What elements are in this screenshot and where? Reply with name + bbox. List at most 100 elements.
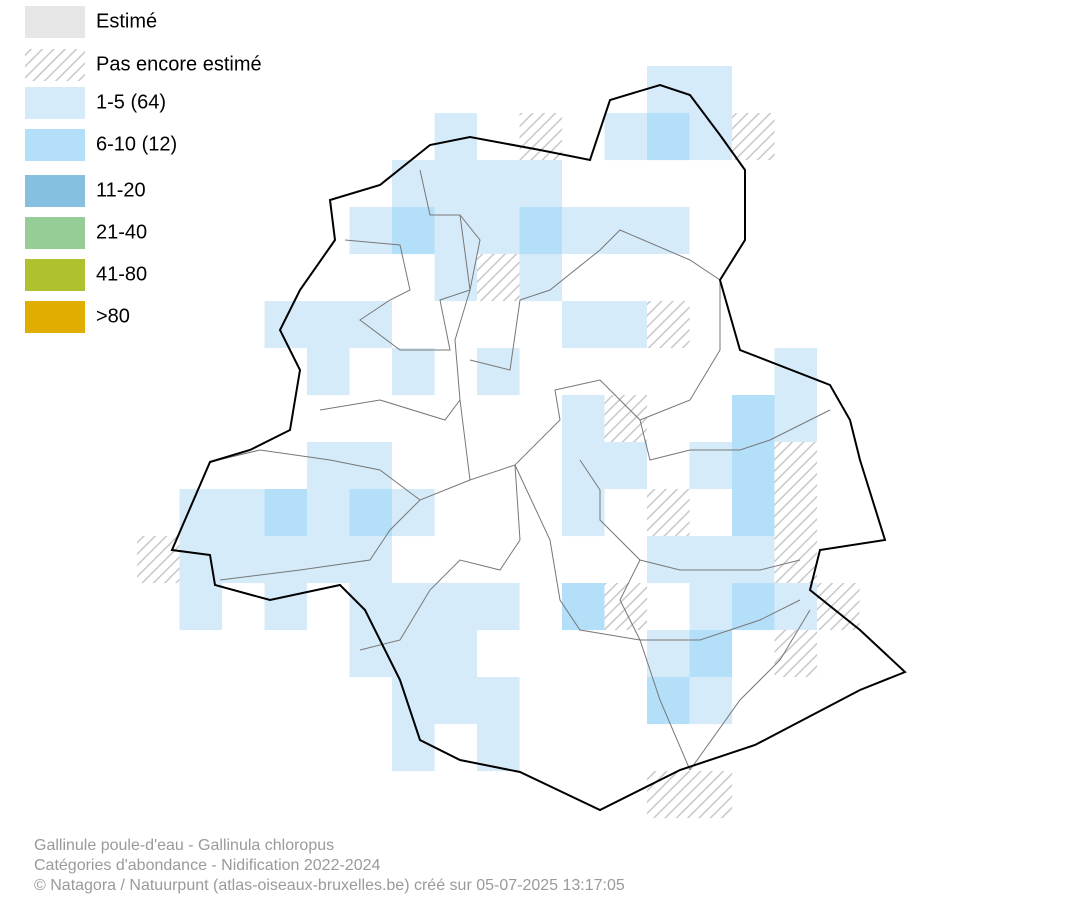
footer-line: © Natagora / Natuurpunt (atlas-oiseaux-b… xyxy=(34,877,625,894)
grid-cell xyxy=(689,771,733,819)
legend-label: 11-20 xyxy=(96,179,146,201)
grid-cell xyxy=(774,442,818,490)
grid-cell xyxy=(647,66,690,114)
region-border xyxy=(170,83,907,812)
grid-cell xyxy=(349,630,393,678)
grid-cell xyxy=(179,583,223,631)
grid-cell xyxy=(477,207,520,255)
grid-cell xyxy=(519,160,563,208)
grid-cell xyxy=(604,442,648,490)
legend-label: 1-5 (64) xyxy=(96,91,166,113)
grid-cell xyxy=(434,677,478,725)
grid-cell xyxy=(647,771,690,819)
grid-cell xyxy=(647,207,690,255)
grid-cell xyxy=(689,677,733,725)
grid-cell xyxy=(689,536,733,584)
grid-cell xyxy=(392,630,435,678)
grid-cell xyxy=(562,301,605,349)
legend-swatch xyxy=(25,87,85,119)
grid-cell xyxy=(392,583,435,631)
grid-cell xyxy=(434,583,478,631)
grid-cell xyxy=(264,489,308,537)
grid-cell xyxy=(647,677,690,725)
grid-cell xyxy=(222,536,265,584)
grid-cell xyxy=(604,113,648,161)
grid-cell xyxy=(392,489,435,537)
grid-cell xyxy=(307,442,350,490)
grid-cell xyxy=(562,489,605,537)
grid-cell xyxy=(307,301,350,349)
grid-cell xyxy=(604,301,648,349)
grid-cell xyxy=(477,254,520,302)
grid-cell xyxy=(179,536,223,584)
grid-cell xyxy=(817,583,860,631)
grid-cell xyxy=(689,583,733,631)
legend-swatch xyxy=(25,175,85,207)
grid-cell xyxy=(732,395,775,443)
grid-cell xyxy=(264,583,308,631)
grid-cell xyxy=(647,630,690,678)
grid-cell xyxy=(349,489,393,537)
grid-cell xyxy=(477,677,520,725)
footer-line: Gallinule poule-d'eau - Gallinula chloro… xyxy=(34,837,334,854)
grid-cell xyxy=(137,536,180,584)
grid-cell xyxy=(392,348,435,396)
grid-cell xyxy=(519,254,563,302)
grid-cell xyxy=(179,489,223,537)
grid-cell xyxy=(774,630,818,678)
legend-label: Pas encore estimé xyxy=(96,53,262,75)
grid-cell xyxy=(307,489,350,537)
grid-cell xyxy=(647,301,690,349)
grid-cell xyxy=(732,113,775,161)
grid-cell xyxy=(647,113,690,161)
grid-cell xyxy=(604,207,648,255)
grid-cells xyxy=(137,66,860,819)
legend-label: 6-10 (12) xyxy=(96,133,177,155)
grid-cell xyxy=(732,536,775,584)
grid-cell xyxy=(519,207,563,255)
legend-swatch xyxy=(25,217,85,249)
grid-cell xyxy=(689,113,733,161)
grid-cell xyxy=(392,160,435,208)
grid-cell xyxy=(774,536,818,584)
grid-cell xyxy=(689,66,733,114)
grid-cell xyxy=(434,630,478,678)
grid-cell xyxy=(434,207,478,255)
legend-label: 41-80 xyxy=(96,263,147,285)
legend-label: >80 xyxy=(96,305,130,327)
grid-cell xyxy=(392,677,435,725)
grid-cell xyxy=(434,254,478,302)
grid-cell xyxy=(392,724,435,772)
grid-cell xyxy=(264,536,308,584)
grid-cell xyxy=(562,395,605,443)
grid-cell xyxy=(562,207,605,255)
grid-cell xyxy=(307,536,350,584)
grid-cell xyxy=(222,489,265,537)
legend-swatch xyxy=(25,301,85,333)
legend-swatch xyxy=(25,129,85,161)
footer-line: Catégories d'abondance - Nidification 20… xyxy=(34,857,381,874)
footer: Gallinule poule-d'eau - Gallinula chloro… xyxy=(34,837,625,894)
legend-label: Estimé xyxy=(96,10,157,32)
grid-cell xyxy=(477,724,520,772)
legend-swatch xyxy=(25,49,85,81)
grid-cell xyxy=(647,536,690,584)
grid-cell xyxy=(647,489,690,537)
grid-cell xyxy=(732,489,775,537)
grid-cell xyxy=(349,207,393,255)
grid-cell xyxy=(604,583,648,631)
grid-cell xyxy=(689,630,733,678)
grid-cell xyxy=(477,348,520,396)
grid-cell xyxy=(562,583,605,631)
grid-cell xyxy=(689,442,733,490)
grid-cell xyxy=(774,489,818,537)
grid-cell xyxy=(477,583,520,631)
grid-cell xyxy=(307,348,350,396)
grid-cell xyxy=(349,301,393,349)
grid-cell xyxy=(434,160,478,208)
legend-swatch xyxy=(25,259,85,291)
municipal-borders xyxy=(209,169,831,771)
grid-cell xyxy=(604,395,648,443)
grid-cell xyxy=(392,207,435,255)
